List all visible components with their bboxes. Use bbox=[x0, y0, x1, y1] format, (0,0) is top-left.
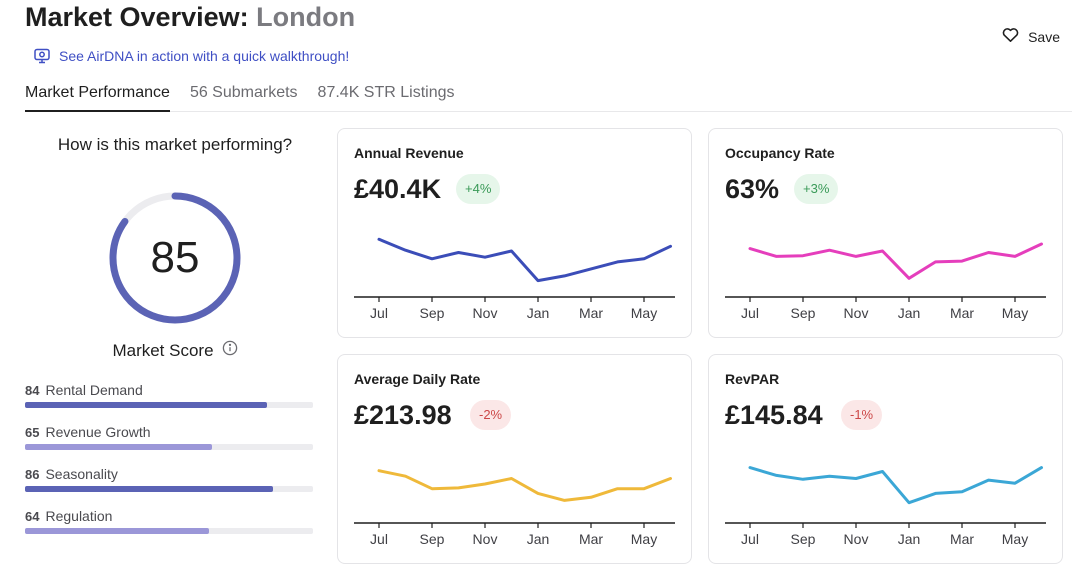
x-tick-label: Jan bbox=[898, 531, 921, 547]
x-tick-label: Sep bbox=[420, 531, 445, 547]
metric-bar-fill bbox=[25, 444, 213, 450]
metric-bar-fill bbox=[25, 528, 210, 534]
change-badge: +3% bbox=[794, 174, 839, 204]
revpar-chart: Jul Sep Nov Jan Mar May bbox=[725, 466, 1046, 547]
metric-bar-fill bbox=[25, 402, 267, 408]
score-question: How is this market performing? bbox=[57, 135, 293, 154]
save-button-label: Save bbox=[1028, 28, 1060, 45]
metric-value: 84 bbox=[25, 383, 40, 398]
card-value: £40.4K bbox=[354, 174, 442, 204]
metric-value: 65 bbox=[25, 425, 40, 440]
info-icon[interactable] bbox=[222, 340, 238, 361]
x-tick-label: May bbox=[1002, 531, 1028, 547]
change-badge: -1% bbox=[841, 400, 883, 430]
x-tick-label: Sep bbox=[420, 305, 445, 321]
card-annual-revenue[interactable]: Annual Revenue £40.4K +4% Jul Sep Nov Jan Ma… bbox=[337, 128, 692, 338]
metric-revenue-growth: 65 Revenue Growth bbox=[25, 424, 313, 460]
x-tick-label: Jan bbox=[527, 305, 550, 321]
page-title-city: London bbox=[256, 2, 356, 32]
x-tick-label: Nov bbox=[473, 531, 498, 547]
x-tick-label: Mar bbox=[950, 531, 974, 547]
x-tick-label: Jul bbox=[741, 531, 759, 547]
score-gauge: 85 bbox=[106, 189, 244, 327]
x-tick-label: Sep bbox=[791, 531, 816, 547]
card-value: 63% bbox=[725, 174, 780, 204]
occupancy-rate-chart: Jul Sep Nov Jan Mar May bbox=[725, 242, 1046, 321]
annual-revenue-chart: Jul Sep Nov Jan Mar May bbox=[354, 237, 675, 321]
gauge-arc bbox=[109, 192, 241, 324]
metric-seasonality: 86 Seasonality bbox=[25, 466, 313, 502]
card-revpar[interactable]: RevPAR £145.84 -1% Jul Sep Nov Jan Mar May bbox=[708, 354, 1063, 564]
x-tick-label: Jan bbox=[527, 531, 550, 547]
walkthrough-link-label: See AirDNA in action with a quick walkth… bbox=[59, 48, 350, 64]
series-line bbox=[748, 242, 1043, 280]
card-title: Occupancy Rate bbox=[725, 145, 835, 161]
x-tick-label: Nov bbox=[473, 305, 498, 321]
market-score-label: Market Score bbox=[112, 340, 214, 360]
card-value: £145.84 bbox=[725, 400, 823, 430]
heart-icon bbox=[1002, 27, 1019, 46]
x-tick-label: Jul bbox=[741, 305, 759, 321]
change-badge: -2% bbox=[470, 400, 512, 430]
x-tick-label: Jul bbox=[370, 305, 388, 321]
series-line bbox=[377, 469, 672, 502]
tab-market-performance[interactable]: Market Performance bbox=[25, 82, 170, 112]
page-title: Market Overview: London bbox=[25, 2, 355, 33]
score-value: 85 bbox=[150, 233, 200, 282]
metric-bar-fill bbox=[25, 486, 273, 492]
x-tick-label: Mar bbox=[579, 531, 603, 547]
tab-bar: Market Performance 56 Submarkets 87.4K S… bbox=[25, 82, 1072, 112]
walkthrough-link[interactable]: See AirDNA in action with a quick walkth… bbox=[33, 47, 349, 65]
metric-value: 86 bbox=[25, 467, 40, 482]
card-title: Average Daily Rate bbox=[354, 371, 481, 387]
x-tick-label: Jan bbox=[898, 305, 921, 321]
metric-name: Rental Demand bbox=[45, 382, 143, 398]
x-tick-label: Nov bbox=[844, 531, 869, 547]
x-tick-label: Mar bbox=[950, 305, 974, 321]
metric-bar-track bbox=[25, 486, 313, 492]
change-badge: +4% bbox=[456, 174, 501, 204]
metric-regulation: 64 Regulation bbox=[25, 508, 313, 544]
metric-name: Revenue Growth bbox=[45, 424, 151, 440]
card-average-daily-rate[interactable]: Average Daily Rate £213.98 -2% Jul Sep Nov… bbox=[337, 354, 692, 564]
metric-bar-track bbox=[25, 444, 313, 450]
metric-value: 64 bbox=[25, 509, 40, 524]
x-tick-label: Mar bbox=[579, 305, 603, 321]
metric-bar-track bbox=[25, 528, 313, 534]
x-tick-label: Nov bbox=[844, 305, 869, 321]
tab-submarkets[interactable]: 56 Submarkets bbox=[189, 84, 298, 101]
metric-name: Seasonality bbox=[45, 466, 118, 482]
metric-bar-track bbox=[25, 402, 313, 408]
series-line bbox=[748, 466, 1043, 505]
save-button[interactable]: Save bbox=[1002, 27, 1060, 46]
metric-rental-demand: 84 Rental Demand bbox=[25, 382, 313, 418]
market-score-label-row: Market Score bbox=[25, 340, 325, 361]
walkthrough-icon bbox=[33, 47, 51, 65]
x-tick-label: Sep bbox=[791, 305, 816, 321]
card-value: £213.98 bbox=[354, 400, 452, 430]
page-title-prefix: Market Overview: bbox=[25, 2, 249, 32]
card-title: Annual Revenue bbox=[354, 145, 464, 161]
tab-str-listings[interactable]: 87.4K STR Listings bbox=[317, 84, 455, 101]
average-daily-rate-chart: Jul Sep Nov Jan Mar May bbox=[354, 469, 675, 547]
x-tick-label: May bbox=[631, 531, 657, 547]
x-tick-label: May bbox=[631, 305, 657, 321]
series-line bbox=[377, 237, 672, 283]
card-title: RevPAR bbox=[725, 371, 780, 387]
x-tick-label: May bbox=[1002, 305, 1028, 321]
card-occupancy-rate[interactable]: Occupancy Rate 63% +3% Jul Sep Nov Jan Mar Ma… bbox=[708, 128, 1063, 338]
x-tick-label: Jul bbox=[370, 531, 388, 547]
metric-name: Regulation bbox=[45, 508, 113, 524]
